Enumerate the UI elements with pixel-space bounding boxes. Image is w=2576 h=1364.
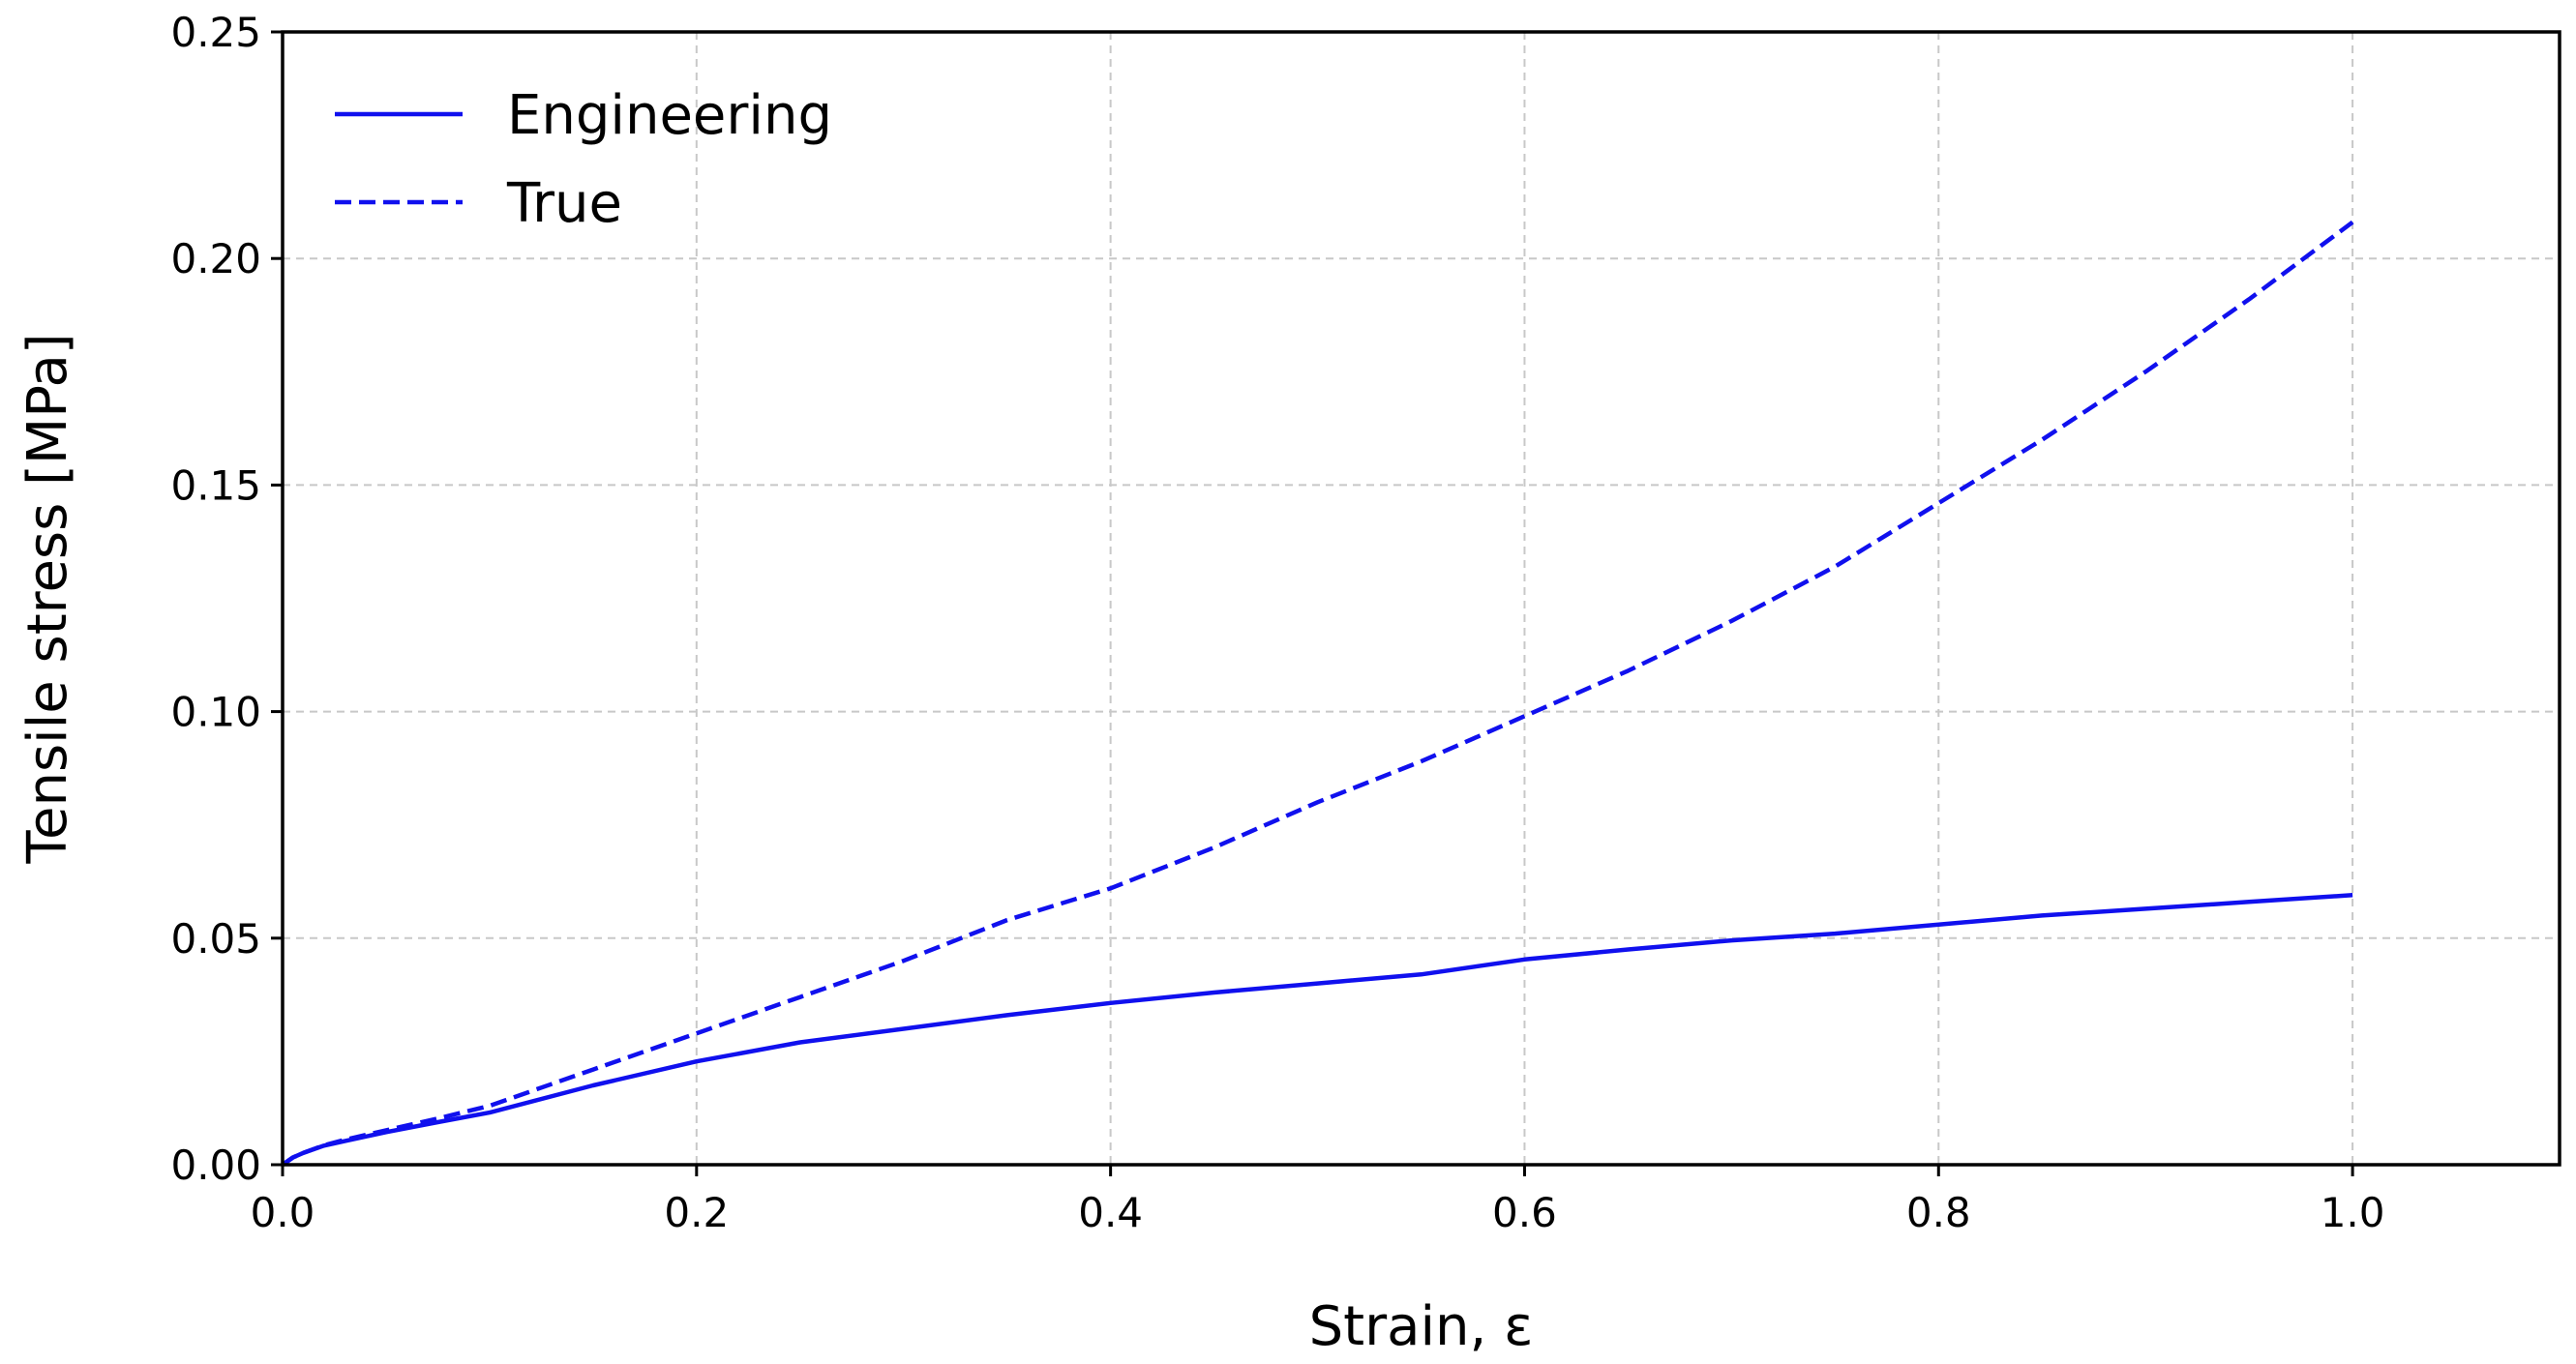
y-axis-label: Tensile stress [MPa]	[16, 333, 79, 864]
x-axis-label: Strain, ε	[1309, 1295, 1534, 1358]
y-tick-label: 0.05	[170, 915, 261, 963]
series-line-true	[281, 220, 2354, 1167]
legend-label-true: True	[506, 172, 622, 235]
y-tick-label: 0.10	[170, 689, 261, 736]
y-tick-label: 0.20	[170, 235, 261, 282]
x-tick-label: 0.0	[251, 1189, 315, 1236]
y-tick-label: 0.00	[170, 1142, 261, 1189]
plot-frame	[281, 30, 2561, 1167]
y-tick-label: 0.15	[170, 461, 261, 509]
x-tick-label: 0.8	[1906, 1189, 1971, 1236]
x-tick-label: 0.4	[1078, 1189, 1143, 1236]
y-tick-label: 0.25	[170, 9, 261, 56]
ticks: 0.0 0.2 0.4 0.6 0.8 1.0 0.00 0.05 0.10 0.15 0.20 0.…	[170, 9, 2384, 1236]
series-layer	[281, 220, 2354, 1167]
legend-label-engineering: Engineering	[507, 84, 832, 147]
x-tick-label: 0.6	[1492, 1189, 1557, 1236]
legend: Engineering True	[335, 84, 832, 235]
x-tick-label: 0.2	[664, 1189, 729, 1236]
x-tick-label: 1.0	[2321, 1189, 2385, 1236]
